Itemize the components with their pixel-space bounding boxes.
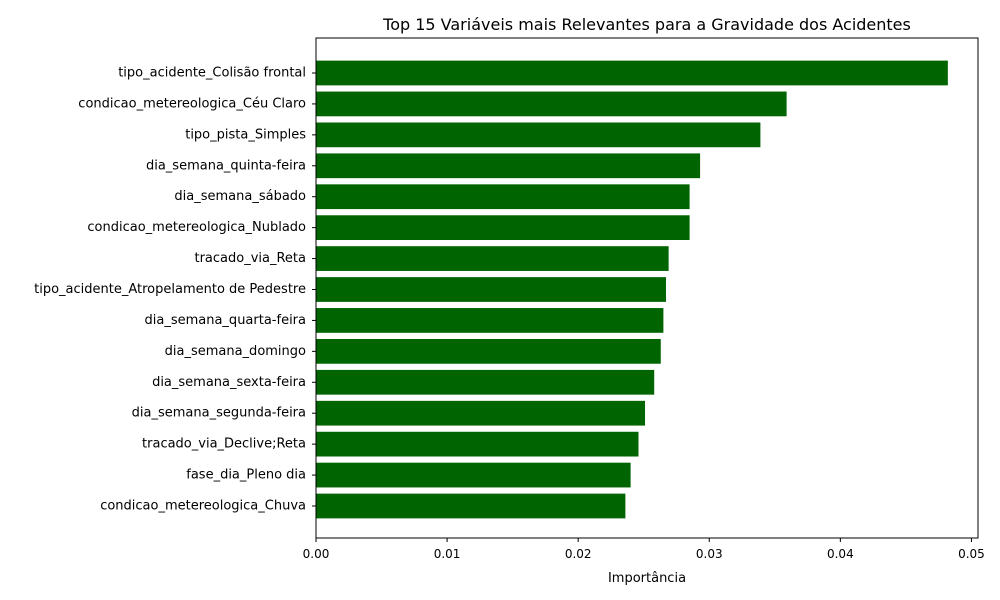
bar xyxy=(316,184,690,210)
bar xyxy=(316,400,646,426)
bars-group xyxy=(316,60,948,519)
bar xyxy=(316,338,661,364)
chart-title: Top 15 Variáveis mais Relevantes para a … xyxy=(382,15,911,34)
category-label: tracado_via_Declive;Reta xyxy=(142,437,306,452)
x-ticks: 0.00 0.01 0.02 0.03 0.04 0.05 xyxy=(303,538,985,561)
category-label: dia_semana_quarta-feira xyxy=(145,313,307,328)
category-label: tipo_pista_Simples xyxy=(185,127,306,142)
bar xyxy=(316,215,690,241)
category-label: tipo_acidente_Colisão frontal xyxy=(118,66,306,81)
bar xyxy=(316,122,761,148)
x-tick-label: 0.05 xyxy=(958,547,985,561)
category-label: fase_dia_Pleno dia xyxy=(186,468,306,483)
category-label: tracado_via_Reta xyxy=(194,251,306,266)
x-tick-label: 0.00 xyxy=(303,547,330,561)
x-axis-title: Importância xyxy=(608,571,686,586)
x-tick-label: 0.03 xyxy=(696,547,723,561)
category-label: dia_semana_sábado xyxy=(174,189,306,204)
category-label: dia_semana_sexta-feira xyxy=(152,375,306,390)
plot-frame xyxy=(315,37,979,539)
bar xyxy=(316,462,631,488)
y-tick-labels: tipo_acidente_Colisão frontal condicao_me… xyxy=(34,66,316,514)
bar xyxy=(316,60,948,86)
bar xyxy=(316,91,787,117)
x-tick-label: 0.04 xyxy=(827,547,854,561)
bar xyxy=(316,431,639,457)
category-label: dia_semana_domingo xyxy=(165,344,306,359)
x-tick-label: 0.01 xyxy=(434,547,461,561)
bar xyxy=(316,308,664,333)
category-label: dia_semana_quinta-feira xyxy=(146,158,306,173)
bar xyxy=(316,277,667,302)
bar xyxy=(316,246,669,271)
category-label: condicao_metereologica_Chuva xyxy=(100,499,306,514)
category-label: tipo_acidente_Atropelamento de Pedestre xyxy=(34,282,306,297)
bar xyxy=(316,153,701,179)
category-label: dia_semana_segunda-feira xyxy=(132,406,306,421)
bar xyxy=(316,493,626,519)
x-tick-label: 0.02 xyxy=(565,547,592,561)
category-label: condicao_metereologica_Céu Claro xyxy=(78,96,306,111)
category-label: condicao_metereologica_Nublado xyxy=(87,220,306,235)
bar xyxy=(316,369,655,395)
